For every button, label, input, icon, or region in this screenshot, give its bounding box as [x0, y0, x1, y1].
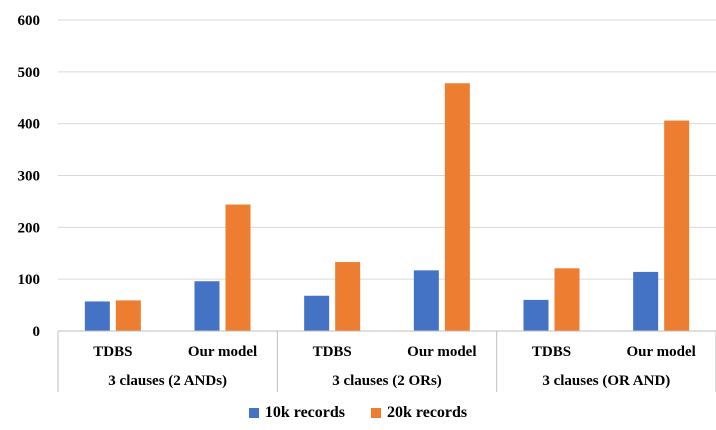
x-category-label: TDBS [313, 344, 352, 360]
bar-series-2 [664, 120, 690, 331]
y-tick-label: 100 [18, 272, 41, 288]
y-tick-label: 500 [18, 65, 41, 81]
x-group-label: 3 clauses (2 ORs) [332, 373, 442, 389]
bar-series-2 [225, 204, 251, 331]
x-group-label: 3 clauses (2 ANDs) [108, 373, 227, 389]
bars [84, 83, 690, 331]
legend-label-series-1: 10k records [264, 404, 345, 421]
legend-label-series-2: 20k records [387, 404, 468, 421]
legend-swatch-series-2 [371, 408, 381, 418]
x-category-label: Our model [407, 344, 476, 360]
x-category-label: TDBS [93, 344, 132, 360]
bar-series-1 [413, 270, 439, 331]
bar-series-1 [633, 271, 659, 331]
y-tick-label: 600 [18, 13, 41, 29]
y-axis-tick-labels: 0 100 200 300 400 500 600 [18, 13, 41, 340]
legend-item-series-2: 20k records [371, 404, 467, 422]
x-category-label: TDBS [532, 344, 571, 360]
y-tick-label: 0 [33, 324, 41, 340]
x-category-label: Our model [188, 344, 257, 360]
bar-series-2 [335, 262, 361, 331]
y-tick-label: 300 [18, 169, 41, 185]
y-tick-label: 400 [18, 117, 41, 133]
bar-series-2 [115, 300, 141, 331]
bar-series-2 [444, 83, 470, 331]
bar-series-2 [554, 268, 580, 331]
x-axis [57, 330, 716, 392]
legend: 10k records 20k records [0, 404, 716, 422]
bar-series-1 [304, 295, 330, 331]
bar-chart: 0 100 200 300 400 500 600 TDBS Our model TDBS Our… [18, 13, 716, 392]
x-category-label: Our model [627, 344, 696, 360]
legend-swatch-series-1 [248, 408, 259, 418]
bar-series-1 [84, 301, 110, 331]
bar-series-1 [523, 299, 549, 331]
grid-lines [58, 19, 716, 280]
x-group-label: 3 clauses (OR AND) [542, 373, 670, 389]
bar-series-1 [194, 281, 220, 331]
x-axis-category-labels: TDBS Our model TDBS Our model TDBS Our model 3… [93, 344, 696, 389]
y-tick-label: 200 [18, 220, 41, 236]
legend-item-series-1: 10k records [248, 404, 345, 422]
